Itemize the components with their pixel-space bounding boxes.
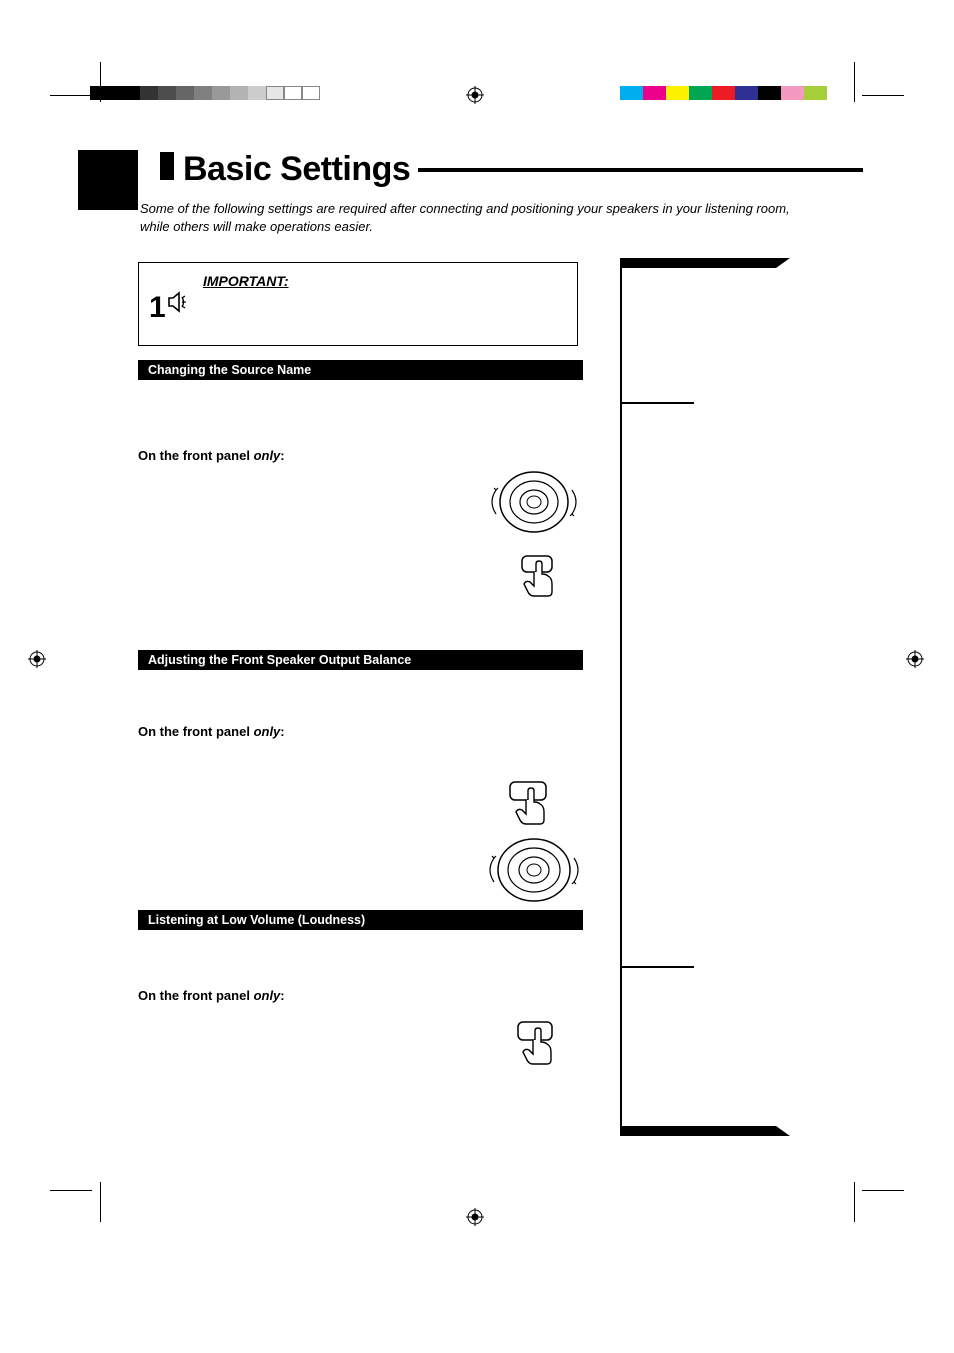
sidebar-tick: [622, 966, 694, 968]
sidebar-top-corner: [590, 258, 790, 274]
page-marker-square: [78, 150, 138, 210]
panel-prefix: On the front panel: [138, 448, 254, 463]
section-heading-source-name: Changing the Source Name: [138, 360, 583, 380]
dial-icon: [488, 832, 584, 910]
page-title: Basic Settings: [183, 150, 410, 189]
sidebar-bottom-corner: [590, 1120, 790, 1136]
press-button-icon: [516, 552, 564, 600]
grayscale-calibration-bar: [90, 86, 320, 100]
registration-mark-icon: [466, 86, 484, 104]
panel-only: only: [254, 448, 281, 463]
panel-only: only: [254, 724, 281, 739]
sidebar-divider: [620, 268, 622, 1126]
crop-mark: [50, 1190, 92, 1191]
panel-only: only: [254, 988, 281, 1003]
color-calibration-bar: [620, 86, 827, 100]
important-label: IMPORTANT:: [203, 273, 563, 289]
step-number: 1: [149, 291, 166, 324]
crop-mark: [862, 1190, 904, 1191]
registration-mark-icon: [906, 650, 924, 668]
step-one-icon: 1: [149, 291, 190, 325]
section-heading-balance: Adjusting the Front Speaker Output Balan…: [138, 650, 583, 670]
speaker-icon: [168, 289, 190, 315]
crop-mark: [854, 62, 855, 102]
sidebar-tick: [622, 402, 694, 404]
important-box: IMPORTANT: 1: [138, 262, 578, 346]
crop-mark: [100, 1182, 101, 1222]
panel-suffix: :: [280, 724, 284, 739]
panel-instruction: On the front panel only:: [138, 448, 285, 463]
intro-text: Some of the following settings are requi…: [140, 200, 800, 235]
section-heading-loudness: Listening at Low Volume (Loudness): [138, 910, 583, 930]
crop-mark: [50, 95, 92, 96]
crop-mark: [854, 1182, 855, 1222]
registration-mark-icon: [466, 1208, 484, 1226]
panel-prefix: On the front panel: [138, 988, 254, 1003]
registration-mark-icon: [28, 650, 46, 668]
panel-suffix: :: [280, 448, 284, 463]
title-bullet: [160, 152, 174, 180]
press-button-icon: [514, 1018, 564, 1068]
panel-suffix: :: [280, 988, 284, 1003]
dial-icon: [490, 466, 582, 542]
panel-instruction: On the front panel only:: [138, 988, 285, 1003]
title-rule: [418, 168, 863, 172]
press-button-icon: [506, 778, 558, 828]
panel-instruction: On the front panel only:: [138, 724, 285, 739]
panel-prefix: On the front panel: [138, 724, 254, 739]
crop-mark: [862, 95, 904, 96]
